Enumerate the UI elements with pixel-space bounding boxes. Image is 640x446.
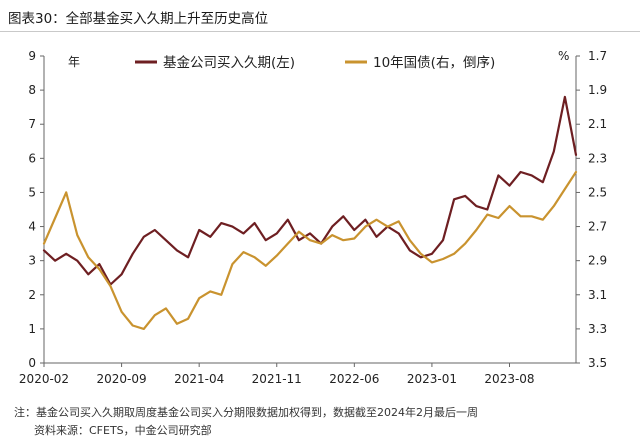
title-divider — [0, 31, 640, 32]
chart-footnote: 注：基金公司买入久期取周度基金公司买入分期限数据加权得到，数据截至2024年2月… — [14, 406, 478, 419]
legend-yield-label: 10年国债(右，倒序) — [373, 55, 495, 71]
duration-series-line — [42, 95, 578, 286]
right-tick-label: 1.7 — [588, 49, 607, 63]
chart-source: 资料来源：CFETS，中金公司研究部 — [34, 424, 212, 437]
right-tick-label: 2.7 — [588, 220, 607, 234]
right-tick-label: 3.5 — [588, 356, 607, 370]
left-tick-label: 6 — [28, 151, 36, 165]
left-tick-label: 3 — [28, 254, 36, 268]
left-axis-unit: 年 — [68, 55, 80, 69]
left-tick-label: 8 — [28, 83, 36, 97]
right-tick-label: 1.9 — [588, 83, 607, 97]
left-tick-label: 5 — [28, 185, 36, 199]
yield-series-line — [42, 170, 578, 330]
left-tick-label: 0 — [28, 356, 36, 370]
right-axis-unit: % — [558, 49, 569, 63]
right-tick-label: 2.9 — [588, 254, 607, 268]
left-tick-label: 7 — [28, 117, 36, 131]
left-tick-label: 2 — [28, 288, 36, 302]
x-tick-label: 2020-02 — [19, 372, 69, 386]
duration-yield-line-chart: 0 1 2 3 4 5 6 7 8 9 年 1.7 1.9 2.1 2.3 2.5 2.7 2.9 3.1 3.3 3.… — [19, 49, 607, 386]
right-tick-label: 2.5 — [588, 185, 607, 199]
figure-title: 图表30：全部基金买入久期上升至历史高位 — [8, 11, 269, 27]
right-tick-label: 2.3 — [588, 151, 607, 165]
legend-duration-label: 基金公司买入久期(左) — [163, 54, 295, 71]
right-tick-label: 2.1 — [588, 117, 607, 131]
left-tick-label: 4 — [28, 220, 36, 234]
left-tick-label: 1 — [28, 322, 36, 336]
right-tick-label: 3.3 — [588, 322, 607, 336]
x-tick-label: 2021-04 — [174, 372, 224, 386]
left-tick-label: 9 — [28, 49, 36, 63]
right-tick-label: 3.1 — [588, 288, 607, 302]
x-tick-label: 2022-06 — [329, 372, 379, 386]
x-tick-label: 2021-11 — [252, 372, 302, 386]
x-tick-label: 2023-01 — [407, 372, 457, 386]
x-tick-label: 2020-09 — [97, 372, 147, 386]
x-tick-label: 2023-08 — [484, 372, 534, 386]
